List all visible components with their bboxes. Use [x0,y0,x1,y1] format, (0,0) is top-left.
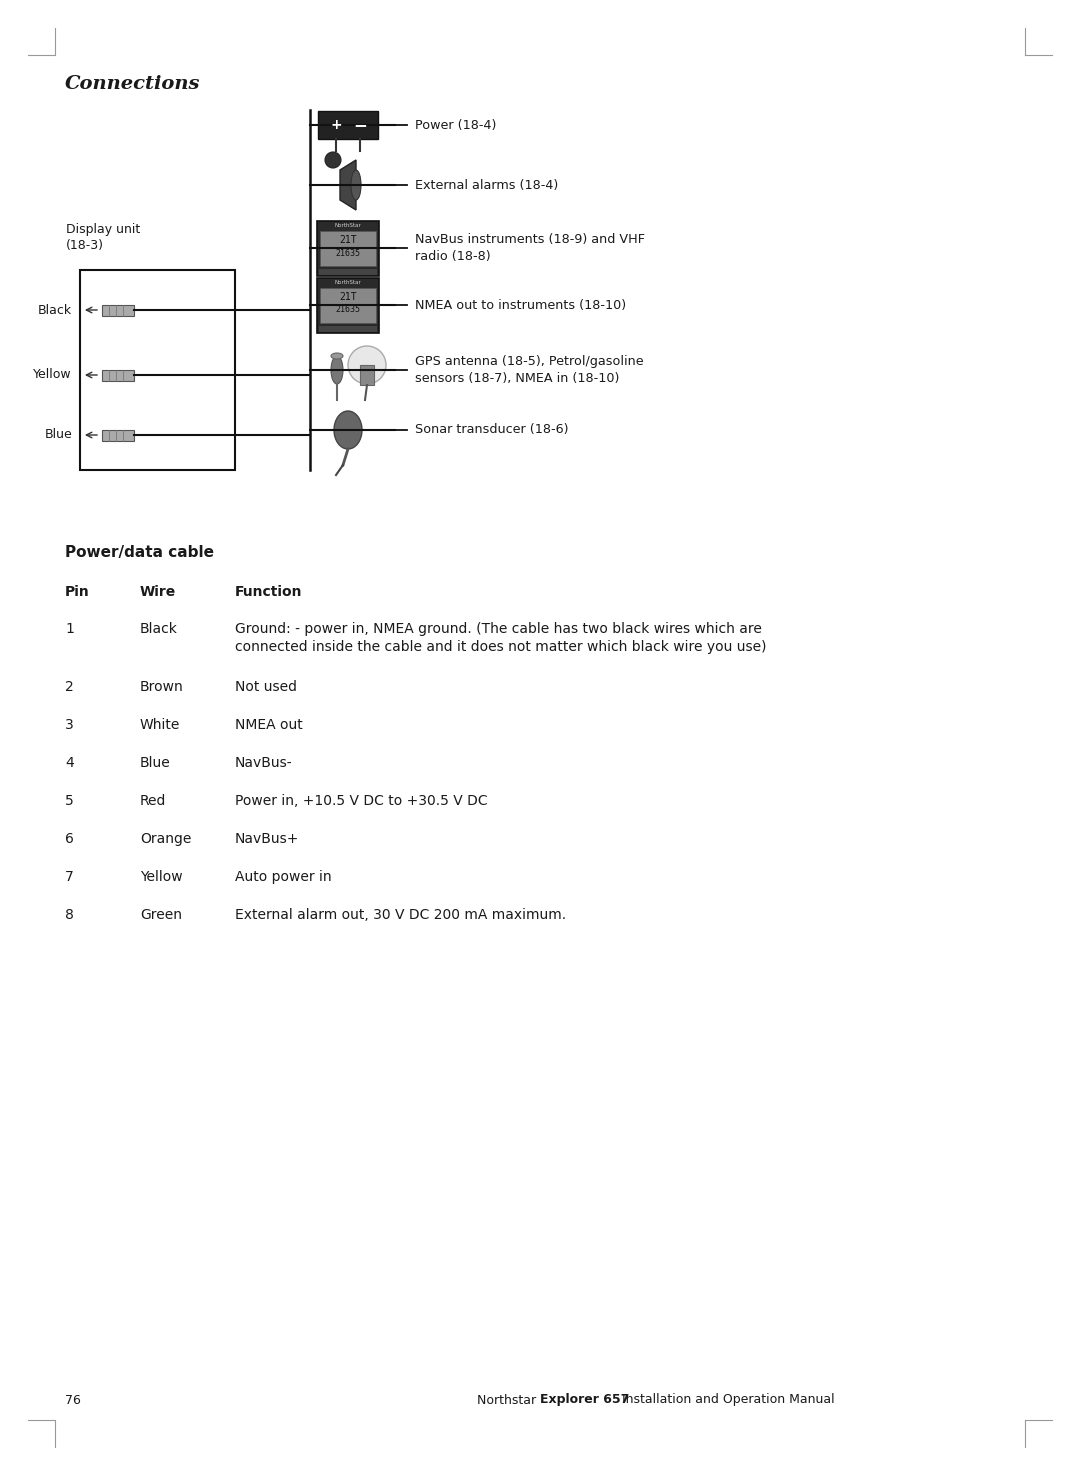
Text: Blue: Blue [44,429,72,441]
Text: NorthStar: NorthStar [335,280,362,285]
Text: Installation and Operation Manual: Installation and Operation Manual [618,1394,835,1407]
Bar [318,277,379,332]
Text: Function: Function [235,586,302,599]
Text: Display unit
(18-3): Display unit (18-3) [66,223,140,252]
Text: Power (18-4): Power (18-4) [415,118,497,131]
Bar [80,270,235,471]
Text: 21T: 21T [339,235,356,245]
Text: NorthStar: NorthStar [335,223,362,229]
Text: Yellow: Yellow [33,369,72,382]
Text: Brown: Brown [140,680,184,695]
Ellipse shape [334,412,362,448]
Bar [319,326,377,332]
Ellipse shape [330,353,343,358]
Text: +: + [330,118,341,131]
Text: 5: 5 [65,794,73,808]
Text: 21635: 21635 [336,305,361,314]
Text: Red: Red [140,794,166,808]
Ellipse shape [330,355,343,384]
Text: Green: Green [140,909,183,922]
Text: Black: Black [140,622,178,636]
Text: Power in, +10.5 V DC to +30.5 V DC: Power in, +10.5 V DC to +30.5 V DC [235,794,488,808]
Bar [318,111,378,139]
Bar [319,268,377,274]
Text: GPS antenna (18-5), Petrol/gasoline
sensors (18-7), NMEA in (18-10): GPS antenna (18-5), Petrol/gasoline sens… [415,355,644,385]
Circle shape [325,152,341,168]
Ellipse shape [348,347,386,384]
Text: 4: 4 [65,757,73,770]
Text: NMEA out to instruments (18-10): NMEA out to instruments (18-10) [415,298,626,311]
Text: −: − [353,117,367,134]
Text: NavBus+: NavBus+ [235,832,299,847]
Text: External alarms (18-4): External alarms (18-4) [415,178,558,192]
Text: Wire: Wire [140,586,176,599]
Text: Sonar transducer (18-6): Sonar transducer (18-6) [415,423,568,437]
Bar [320,230,376,266]
Bar [102,304,134,316]
Text: 7: 7 [65,870,73,884]
Text: 21635: 21635 [336,248,361,258]
Text: 8: 8 [65,909,73,922]
Text: External alarm out, 30 V DC 200 mA maximum.: External alarm out, 30 V DC 200 mA maxim… [235,909,566,922]
Text: Blue: Blue [140,757,171,770]
Text: Explorer 657: Explorer 657 [540,1394,630,1407]
Ellipse shape [351,170,361,201]
Text: Northstar: Northstar [477,1394,540,1407]
Text: 76: 76 [65,1394,81,1407]
Text: Auto power in: Auto power in [235,870,332,884]
Text: NavBus instruments (18-9) and VHF
radio (18-8): NavBus instruments (18-9) and VHF radio … [415,233,645,263]
Text: 2: 2 [65,680,73,695]
Text: Orange: Orange [140,832,191,847]
Text: 3: 3 [65,718,73,732]
Text: Ground: - power in, NMEA ground. (The cable has two black wires which are
connec: Ground: - power in, NMEA ground. (The ca… [235,622,767,655]
Text: Not used: Not used [235,680,297,695]
Bar [102,370,134,381]
Text: NMEA out: NMEA out [235,718,302,732]
Bar [360,364,374,385]
Text: Black: Black [38,304,72,317]
Text: Power/data cable: Power/data cable [65,544,214,560]
Text: White: White [140,718,180,732]
Polygon shape [340,159,356,209]
Text: Yellow: Yellow [140,870,183,884]
Text: 21T: 21T [339,292,356,302]
Text: 6: 6 [65,832,73,847]
Text: Connections: Connections [65,75,201,93]
Text: NavBus-: NavBus- [235,757,293,770]
Bar [102,429,134,441]
Bar [318,220,379,276]
Bar [320,288,376,323]
Text: Pin: Pin [65,586,90,599]
Text: 1: 1 [65,622,73,636]
